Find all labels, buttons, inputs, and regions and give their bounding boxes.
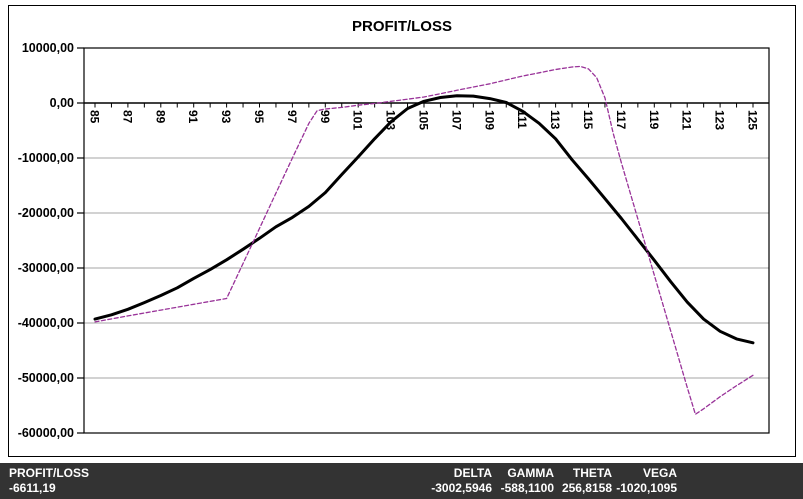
x-axis-label: 89 — [153, 110, 167, 124]
x-axis-label: 119 — [647, 110, 661, 130]
status-profitloss-label: PROFIT/LOSS — [9, 466, 90, 480]
series-current-profit-loss — [93, 94, 755, 345]
y-axis-label: -30000,00 — [18, 261, 74, 275]
status-profitloss: PROFIT/LOSS -6611,19 — [9, 466, 89, 496]
profit-loss-chart: 10000,00 0,00 -10000,00 -20000,00 -30000,00 -… — [18, 41, 770, 440]
status-vega-label: VEGA — [642, 466, 677, 480]
x-axis-label: 105 — [417, 110, 431, 130]
x-axis-label: 95 — [252, 110, 266, 124]
x-axis-label: 109 — [482, 110, 496, 130]
y-axis-label: -10000,00 — [18, 151, 74, 165]
y-axis-label: -20000,00 — [18, 206, 74, 220]
status-gamma-label: GAMMA — [507, 466, 554, 480]
x-axis-label: 101 — [351, 110, 365, 130]
status-theta: THETA 256,8158 — [502, 466, 612, 496]
y-axis-label: 0,00 — [50, 96, 74, 110]
x-axis-label: 85 — [88, 110, 102, 124]
chart-title: PROFIT/LOSS — [351, 18, 452, 35]
x-axis-label: 125 — [746, 110, 760, 130]
y-axis-label: -60000,00 — [18, 426, 74, 440]
status-delta-label: DELTA — [453, 466, 492, 480]
status-vega-value: -1020,1095 — [616, 481, 677, 495]
x-axis-label: 115 — [581, 110, 595, 130]
status-gamma: GAMMA -588,1100 — [444, 466, 554, 496]
y-axis-label: -40000,00 — [18, 316, 74, 330]
status-vega: VEGA -1020,1095 — [567, 466, 677, 496]
x-axis-label: 123 — [713, 110, 727, 130]
x-axis-label: 91 — [186, 110, 200, 124]
status-delta-value: -3002,5946 — [431, 481, 492, 495]
x-axis-label: 93 — [219, 110, 233, 124]
x-axis-label: 87 — [120, 110, 134, 124]
y-axis-label: -50000,00 — [18, 371, 74, 385]
plot-frame — [83, 47, 770, 434]
y-axis-label: 10000,00 — [22, 41, 74, 55]
series-expiration-profit-loss — [94, 65, 754, 415]
x-axis-label: 117 — [614, 110, 628, 130]
x-axis-label: 97 — [285, 110, 299, 124]
x-axis-label: 113 — [548, 110, 562, 130]
x-axis-label: 107 — [449, 110, 463, 130]
status-theta-value: 256,8158 — [561, 481, 612, 495]
chart-window — [8, 5, 796, 457]
status-theta-label: THETA — [572, 466, 612, 480]
status-delta: DELTA -3002,5946 — [382, 466, 492, 496]
x-axis-label: 99 — [318, 110, 332, 124]
status-gamma-value: -588,1100 — [500, 481, 554, 495]
status-bar: PROFIT/LOSS -6611,19 DELTA -3002,5946 GA… — [0, 463, 803, 499]
status-profitloss-value: -6611,19 — [9, 481, 56, 495]
x-axis-label: 121 — [680, 110, 694, 130]
